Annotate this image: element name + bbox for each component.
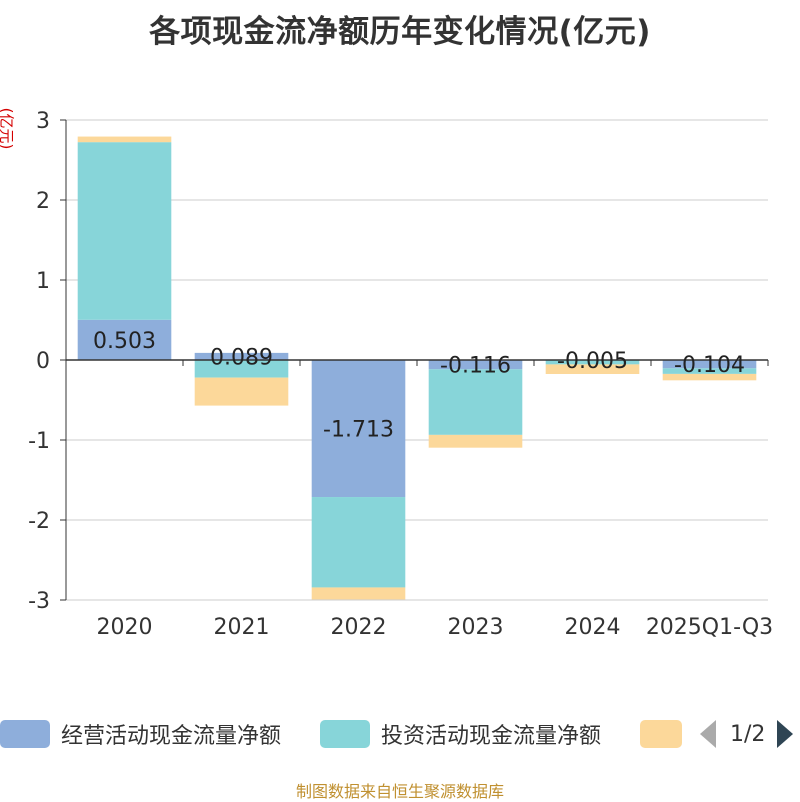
- legend-item-investing[interactable]: 投资活动现金流量净额: [320, 716, 601, 752]
- x-tick-label: 2025Q1-Q3: [646, 615, 773, 640]
- pager-next-icon[interactable]: [777, 720, 793, 748]
- bar-financing: [312, 587, 406, 599]
- legend-swatch-investing: [320, 720, 370, 748]
- bar-financing: [195, 378, 289, 406]
- legend-item-financing[interactable]: [640, 716, 682, 752]
- bar-data-label: 0.503: [93, 329, 156, 354]
- bar-investing: [312, 497, 406, 587]
- bar-data-label: -0.104: [674, 353, 745, 378]
- pager-prev-icon[interactable]: [700, 720, 716, 748]
- y-tick-label: -1: [28, 429, 50, 454]
- y-tick-label: 1: [36, 269, 50, 294]
- chart-plot: 3 2 1 0 -1 -2 -3 0.503 0.089 -1.713 -0.116 -0.005 -0…: [0, 0, 800, 700]
- y-tick-label: 2: [36, 189, 50, 214]
- x-tick-label: 2022: [331, 615, 387, 640]
- legend-pager: 1/2: [700, 716, 793, 752]
- bar-investing: [429, 369, 523, 435]
- x-tick-label: 2021: [214, 615, 270, 640]
- y-tick-label: 3: [36, 109, 50, 134]
- legend-label-investing: 投资活动现金流量净额: [381, 718, 601, 750]
- legend-swatch-financing: [640, 720, 682, 748]
- bar-data-label: -1.713: [323, 418, 394, 443]
- bar-investing: [78, 142, 172, 320]
- bar-data-label: -0.005: [557, 349, 628, 374]
- y-tick-label: 0: [36, 349, 50, 374]
- legend-label-operating: 经营活动现金流量净额: [61, 718, 281, 750]
- bar-financing: [429, 435, 523, 448]
- data-source-note: 制图数据来自恒生聚源数据库: [0, 778, 800, 802]
- bar-financing: [78, 137, 172, 143]
- y-tick-label: -2: [28, 509, 50, 534]
- bar-data-label: -0.116: [440, 354, 511, 379]
- pager-page-text: 1/2: [730, 722, 765, 747]
- legend-item-operating[interactable]: 经营活动现金流量净额: [0, 716, 281, 752]
- x-tick-label: 2024: [565, 615, 621, 640]
- x-tick-label: 2020: [97, 615, 153, 640]
- bar-data-label: 0.089: [210, 345, 273, 370]
- legend-swatch-operating: [0, 720, 50, 748]
- y-tick-label: -3: [28, 589, 50, 614]
- x-tick-label: 2023: [448, 615, 504, 640]
